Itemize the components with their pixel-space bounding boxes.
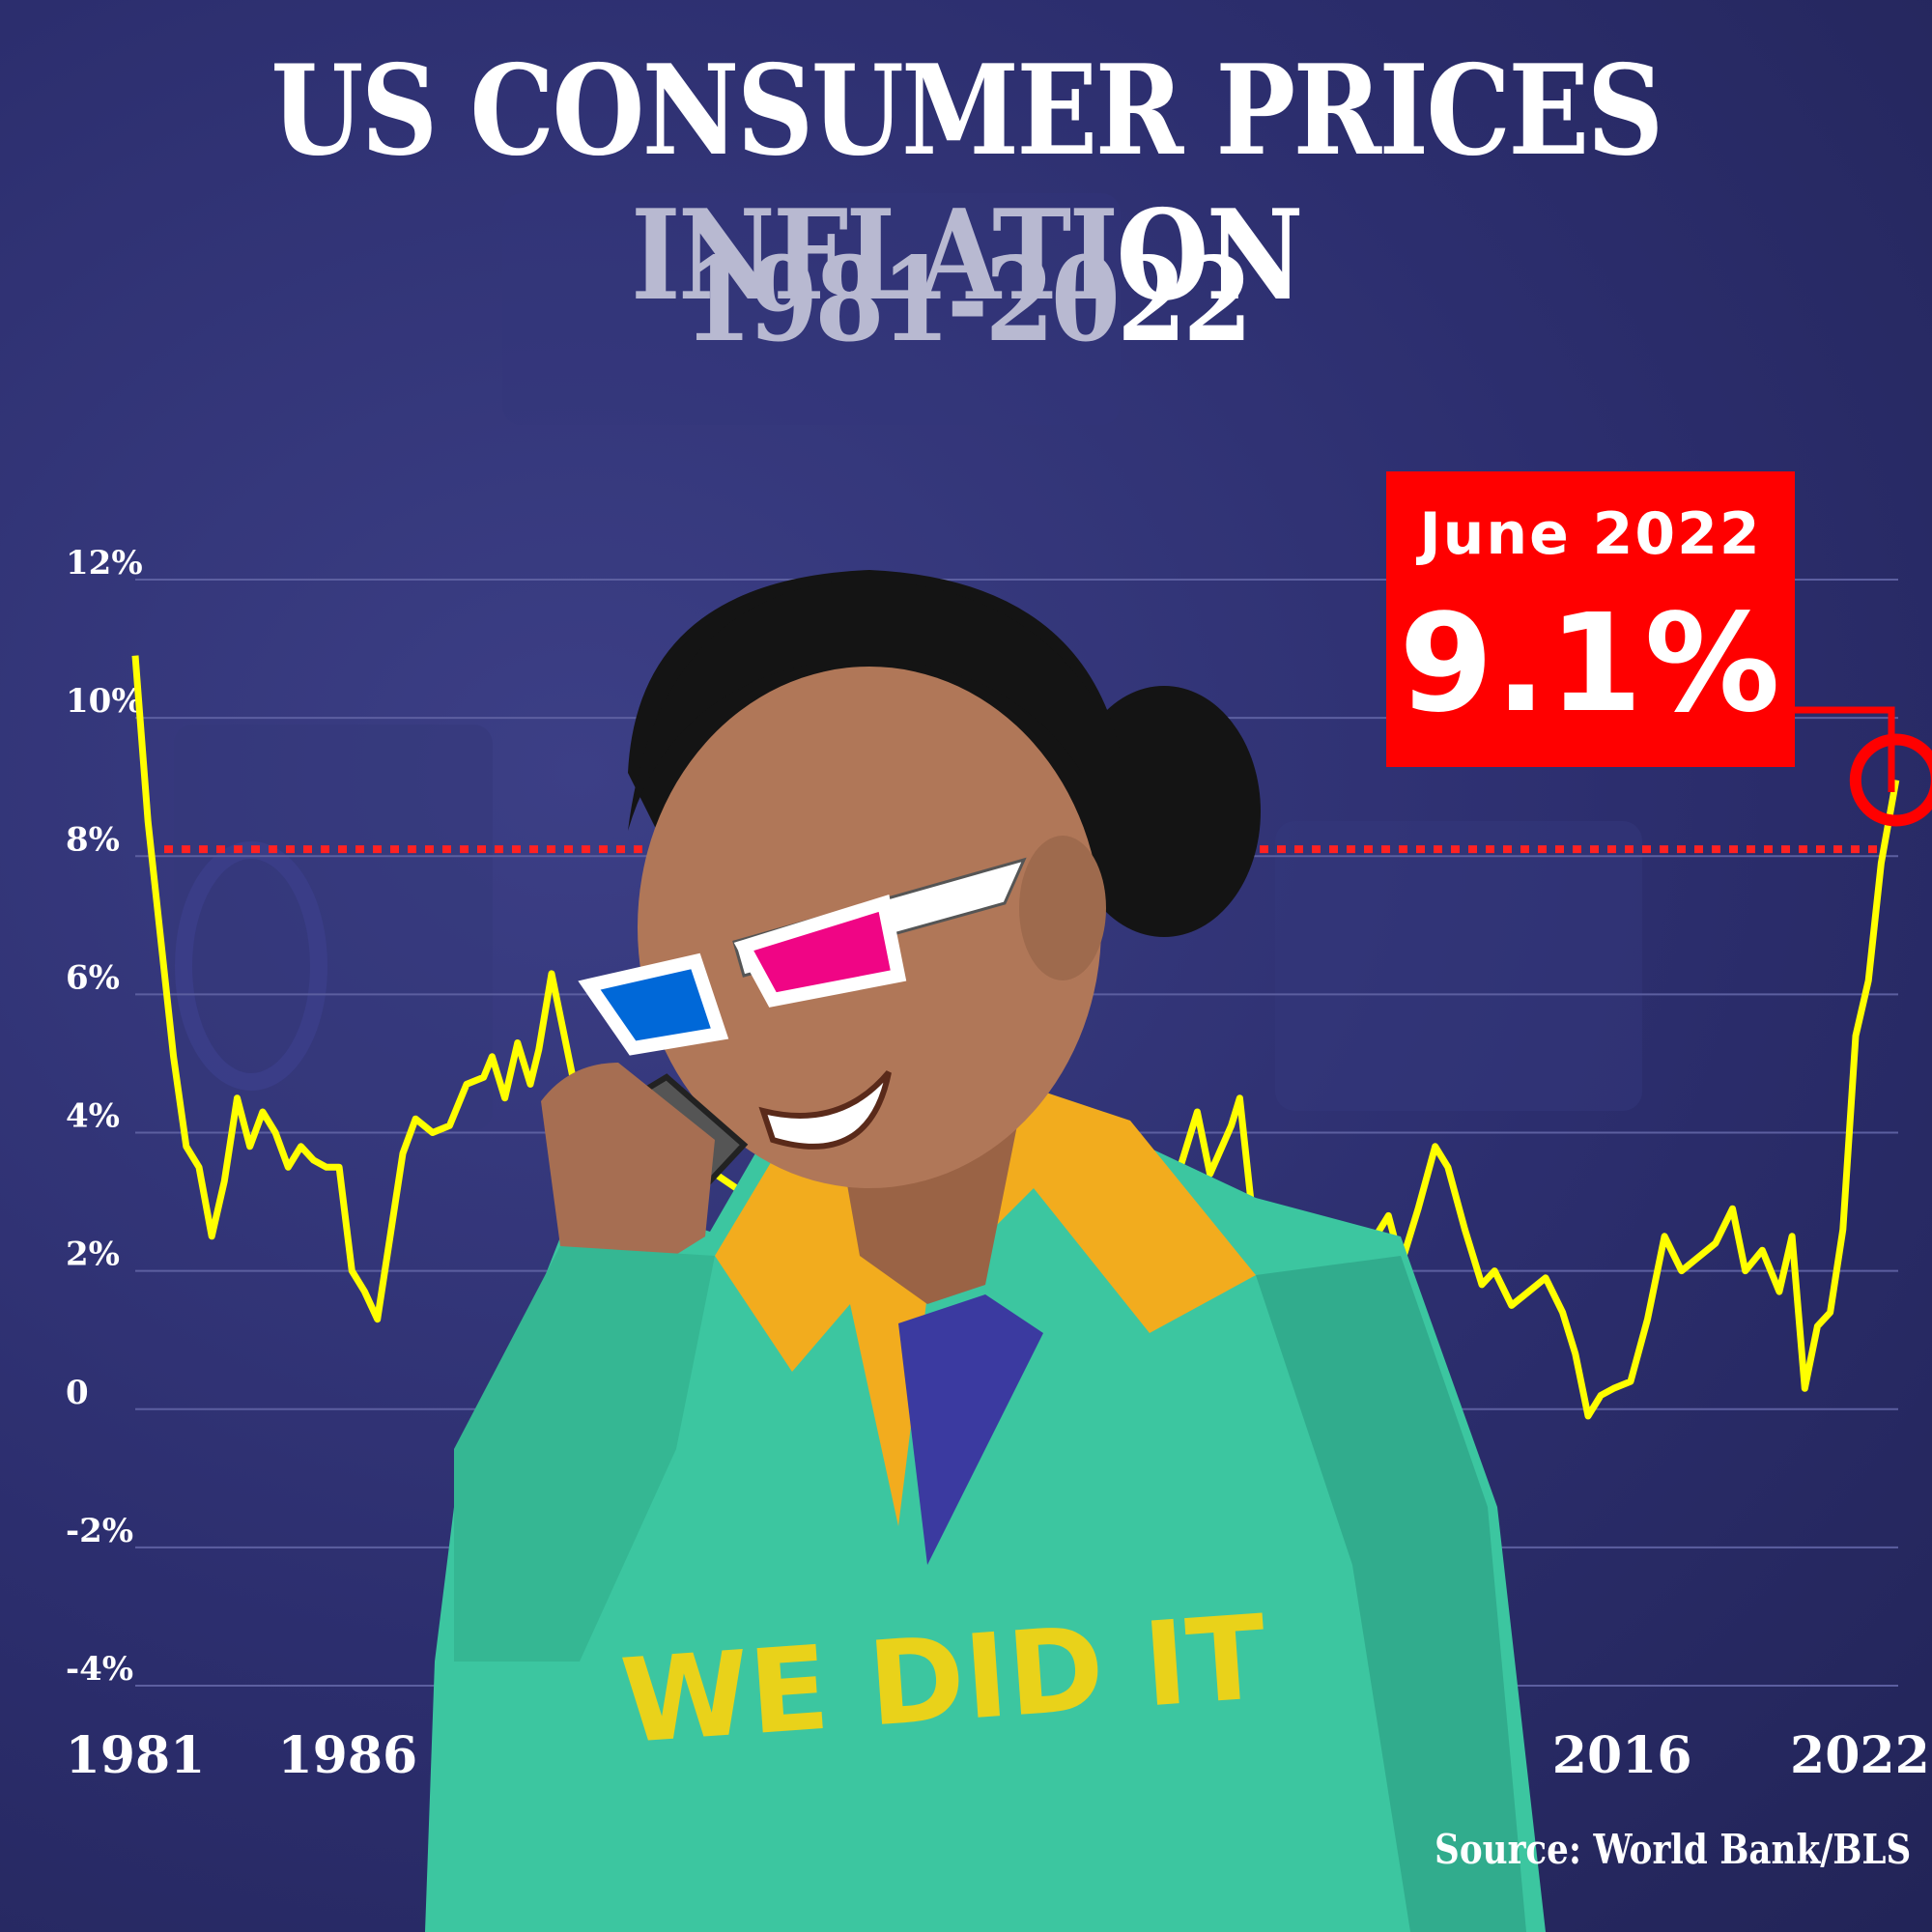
callout-connector: [1795, 706, 1895, 792]
money-background: [174, 193, 1642, 1130]
callout-ring: [1849, 733, 1932, 827]
hand: [541, 1063, 715, 1285]
sleeve: [454, 1246, 715, 1662]
cartoon-woman-illustration: WE DID IT: [425, 570, 1546, 1932]
page-subtitle: 1981-2022: [682, 232, 1253, 368]
shirt: [898, 1294, 1043, 1565]
x-tick-label: 2022: [1790, 1726, 1930, 1785]
forehead-hair: [628, 580, 1092, 831]
x-axis: 1981 1986 2016 2022: [66, 1726, 1930, 1785]
page-title: US CONSUMER PRICES INFLATION: [270, 39, 1663, 328]
y-tick-label: -4%: [66, 1650, 133, 1689]
y-tick-label: 4%: [66, 1097, 120, 1136]
x-tick-label: 1986: [278, 1726, 418, 1785]
smile: [758, 1070, 892, 1150]
x-tick-label: 2016: [1552, 1726, 1692, 1785]
y-axis: 12% 10% 8% 6% 4% 2% 0 -2% -4%: [66, 544, 143, 1689]
callout-value: 9.1%: [1399, 585, 1782, 743]
y-tick-label: 10%: [66, 682, 143, 721]
y-tick-label: 6%: [66, 958, 120, 997]
source-note: Source: World Bank/BLS: [1434, 1826, 1911, 1873]
y-tick-label: -2%: [66, 1512, 133, 1550]
y-tick-label: 8%: [66, 820, 120, 859]
y-tick-label: 0: [66, 1374, 89, 1412]
callout-date: June 2022: [1419, 500, 1762, 568]
jacket-shadow: [1256, 1256, 1526, 1932]
latest-value-callout: June 2022 9.1%: [1386, 471, 1795, 767]
glasses-icon: [578, 895, 907, 1056]
ear: [1019, 836, 1106, 980]
y-tick-label: 2%: [66, 1236, 120, 1274]
y-tick-label: 12%: [66, 544, 143, 582]
x-tick-label: 1981: [66, 1726, 206, 1785]
